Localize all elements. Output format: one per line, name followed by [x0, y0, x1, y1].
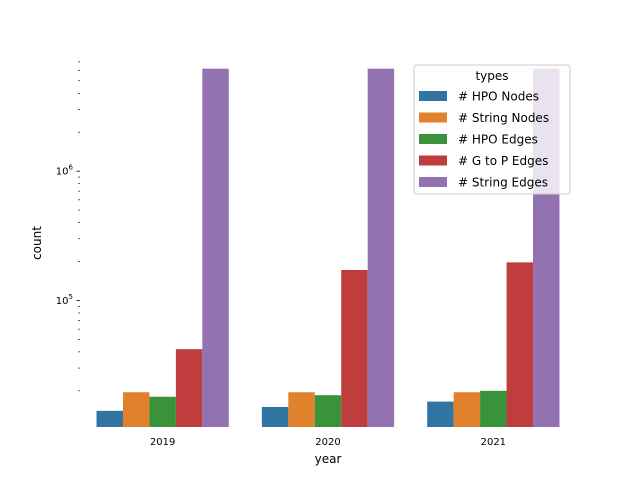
y-tick-label: 105 [56, 293, 73, 307]
legend-swatch [419, 134, 447, 144]
x-tick-labels: 2019 2020 2021 [150, 437, 506, 448]
bar [427, 401, 454, 427]
y-minor-ticks [78, 61, 80, 392]
y-major-ticks: 105 106 [56, 164, 80, 307]
x-tick-label: 2020 [315, 437, 340, 448]
bar [261, 406, 289, 427]
bar [149, 396, 176, 427]
bars [96, 68, 560, 427]
bar [314, 395, 342, 427]
legend-label: # String Edges [458, 176, 548, 190]
legend-label: # HPO Edges [458, 133, 538, 147]
legend-label: # String Nodes [458, 111, 549, 125]
y-tick-label: 106 [56, 164, 74, 178]
bar [288, 392, 315, 427]
bar [175, 349, 203, 427]
legend-swatch [419, 112, 447, 123]
legend-label: # HPO Nodes [458, 90, 539, 104]
bar [341, 269, 368, 427]
legend-box [413, 64, 571, 195]
legend: types # HPO Nodes # String Nodes # HPO Edge… [413, 64, 571, 195]
x-axis-title: year [315, 452, 342, 466]
y-axis-title: count [30, 226, 44, 260]
x-tick-label: 2019 [150, 437, 175, 448]
legend-label: # G to P Edges [458, 154, 548, 168]
bar [367, 68, 395, 427]
bar [506, 262, 534, 427]
legend-title: types [475, 69, 508, 83]
x-tick-label: 2021 [481, 437, 506, 448]
legend-swatch [419, 155, 447, 166]
bar [122, 392, 150, 427]
bar [480, 390, 507, 427]
legend-swatch [419, 91, 447, 101]
bar [453, 392, 481, 427]
bar [96, 410, 123, 427]
legend-swatch [419, 177, 447, 187]
bar [202, 68, 229, 427]
